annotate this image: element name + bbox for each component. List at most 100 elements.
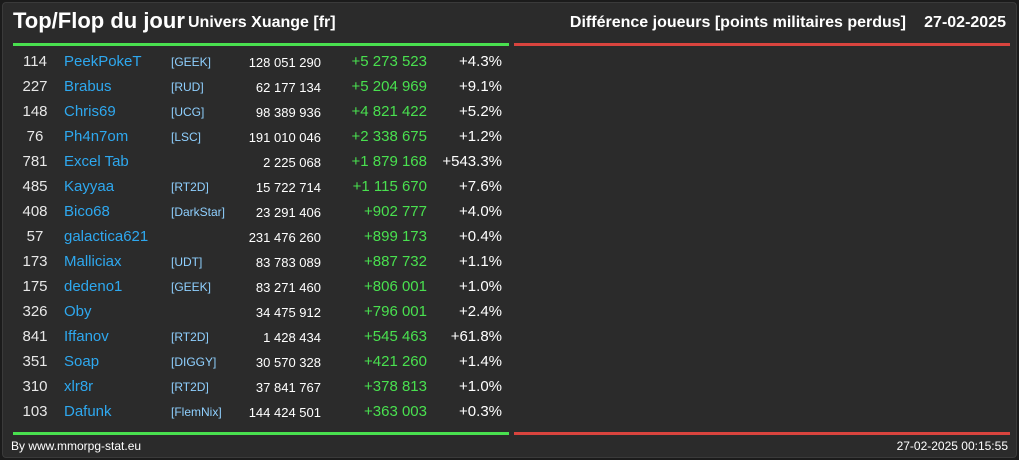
percent-change: +4.3% <box>459 53 502 70</box>
table-row: 841 Iffanov [RT2D] 1 428 434 +545 463 +61.8% <box>13 325 509 350</box>
alliance-tag[interactable]: [RT2D] <box>171 380 209 394</box>
table-row: 76 Ph4n7om [LSC] 191 010 046 +2 338 675 +1.2% <box>13 125 509 150</box>
percent-change: +1.0% <box>459 278 502 295</box>
player-name-link[interactable]: xlr8r <box>64 378 94 395</box>
table-row: 326 Oby 34 475 912 +796 001 +2.4% <box>13 300 509 325</box>
points-difference: +5 273 523 <box>351 53 428 70</box>
timestamp: 27-02-2025 00:15:55 <box>896 439 1008 453</box>
player-rank: 148 <box>22 103 48 120</box>
total-points: 83 783 089 <box>255 255 321 270</box>
total-points: 83 271 460 <box>255 280 321 295</box>
percent-change: +61.8% <box>450 328 502 345</box>
points-difference: +902 777 <box>364 203 427 220</box>
points-difference: +363 003 <box>364 403 427 420</box>
player-rank: 103 <box>22 403 48 420</box>
points-difference: +899 173 <box>364 228 427 245</box>
top-accent-bar-bottom <box>13 432 509 435</box>
player-name-link[interactable]: Oby <box>64 303 92 320</box>
table-row: 114 PeekPokeT [GEEK] 128 051 290 +5 273 523 +… <box>13 50 509 75</box>
points-difference: +887 732 <box>364 253 427 270</box>
alliance-tag[interactable]: [RT2D] <box>171 330 209 344</box>
table-row: 175 dedeno1 [GEEK] 83 271 460 +806 001 +1.0% <box>13 275 509 300</box>
percent-change: +5.2% <box>459 103 502 120</box>
universe-label: Univers Xuange [fr] <box>188 14 336 31</box>
player-rank: 76 <box>26 128 44 145</box>
metric-label: Différence joueurs [points militaires pe… <box>569 14 906 31</box>
table-row: 781 Excel Tab 2 225 068 +1 879 168 +543.3% <box>13 150 509 175</box>
player-rank: 310 <box>22 378 48 395</box>
player-name-link[interactable]: Chris69 <box>64 103 116 120</box>
date-label: 27-02-2025 <box>924 14 1006 31</box>
total-points: 191 010 046 <box>248 130 321 145</box>
alliance-tag[interactable]: [RT2D] <box>171 180 209 194</box>
alliance-tag[interactable]: [RUD] <box>171 80 204 94</box>
total-points: 62 177 134 <box>255 80 321 95</box>
percent-change: +1.1% <box>459 253 502 270</box>
table-row: 57 galactica621 231 476 260 +899 173 +0.4% <box>13 225 509 250</box>
player-name-link[interactable]: Soap <box>64 353 100 370</box>
player-name-link[interactable]: dedeno1 <box>64 278 123 295</box>
points-difference: +806 001 <box>364 278 427 295</box>
points-difference: +2 338 675 <box>351 128 428 145</box>
total-points: 15 722 714 <box>255 180 321 195</box>
percent-change: +9.1% <box>459 78 502 95</box>
points-difference: +796 001 <box>364 303 427 320</box>
alliance-tag[interactable]: [DIGGY] <box>171 355 217 369</box>
percent-change: +1.4% <box>459 353 502 370</box>
table-row: 173 Malliciax [UDT] 83 783 089 +887 732 +1.1% <box>13 250 509 275</box>
total-points: 37 841 767 <box>255 380 321 395</box>
credit-text[interactable]: By www.mmorpg-stat.eu <box>11 439 142 453</box>
player-rank: 841 <box>22 328 48 345</box>
player-name-link[interactable]: Brabus <box>64 78 112 95</box>
total-points: 128 051 290 <box>248 55 321 70</box>
player-rank: 175 <box>22 278 48 295</box>
alliance-tag[interactable]: [GEEK] <box>171 280 212 294</box>
percent-change: +0.3% <box>459 403 502 420</box>
total-points: 231 476 260 <box>248 230 321 245</box>
player-rank: 781 <box>22 153 48 170</box>
player-rank: 408 <box>22 203 48 220</box>
player-name-link[interactable]: Kayyaa <box>64 178 115 195</box>
player-name-link[interactable]: PeekPokeT <box>64 53 142 70</box>
percent-change: +4.0% <box>459 203 502 220</box>
percent-change: +1.2% <box>459 128 502 145</box>
percent-change: +2.4% <box>459 303 502 320</box>
player-rank: 227 <box>22 78 48 95</box>
player-name-link[interactable]: Ph4n7om <box>64 128 129 145</box>
points-difference: +421 260 <box>364 353 427 370</box>
player-name-link[interactable]: Malliciax <box>64 253 122 270</box>
total-points: 1 428 434 <box>263 330 321 345</box>
alliance-tag[interactable]: [UDT] <box>171 255 203 269</box>
total-points: 30 570 328 <box>255 355 321 370</box>
player-name-link[interactable]: Dafunk <box>64 403 112 420</box>
total-points: 144 424 501 <box>248 405 321 420</box>
player-rank: 326 <box>22 303 48 320</box>
alliance-tag[interactable]: [FlemNix] <box>171 405 222 419</box>
alliance-tag[interactable]: [DarkStar] <box>171 205 226 219</box>
alliance-tag[interactable]: [GEEK] <box>171 55 212 69</box>
alliance-tag[interactable]: [LSC] <box>171 130 202 144</box>
points-difference: +1 879 168 <box>351 153 428 170</box>
points-difference: +4 821 422 <box>351 103 428 120</box>
player-rank: 351 <box>22 353 48 370</box>
player-name-link[interactable]: Bico68 <box>64 203 110 220</box>
percent-change: +543.3% <box>442 153 502 170</box>
player-name-link[interactable]: Excel Tab <box>64 153 129 170</box>
table-row: 148 Chris69 [UCG] 98 389 936 +4 821 422 +5.2% <box>13 100 509 125</box>
table-row: 310 xlr8r [RT2D] 37 841 767 +378 813 +1.0% <box>13 375 509 400</box>
flop-accent-bar <box>514 43 1010 46</box>
table-row: 351 Soap [DIGGY] 30 570 328 +421 260 +1.4% <box>13 350 509 375</box>
table-row: 227 Brabus [RUD] 62 177 134 +5 204 969 +9.1% <box>13 75 509 100</box>
player-name-link[interactable]: galactica621 <box>64 228 149 245</box>
table-row: 103 Dafunk [FlemNix] 144 424 501 +363 003 +0.… <box>13 400 509 425</box>
total-points: 34 475 912 <box>255 305 321 320</box>
page-title: Top/Flop du jour <box>13 8 185 33</box>
points-difference: +5 204 969 <box>351 78 428 95</box>
alliance-tag[interactable]: [UCG] <box>171 105 205 119</box>
percent-change: +7.6% <box>459 178 502 195</box>
player-name-link[interactable]: Iffanov <box>64 328 109 345</box>
points-difference: +1 115 670 <box>352 178 427 195</box>
player-rank: 114 <box>23 53 47 70</box>
flop-panel <box>514 43 1010 435</box>
